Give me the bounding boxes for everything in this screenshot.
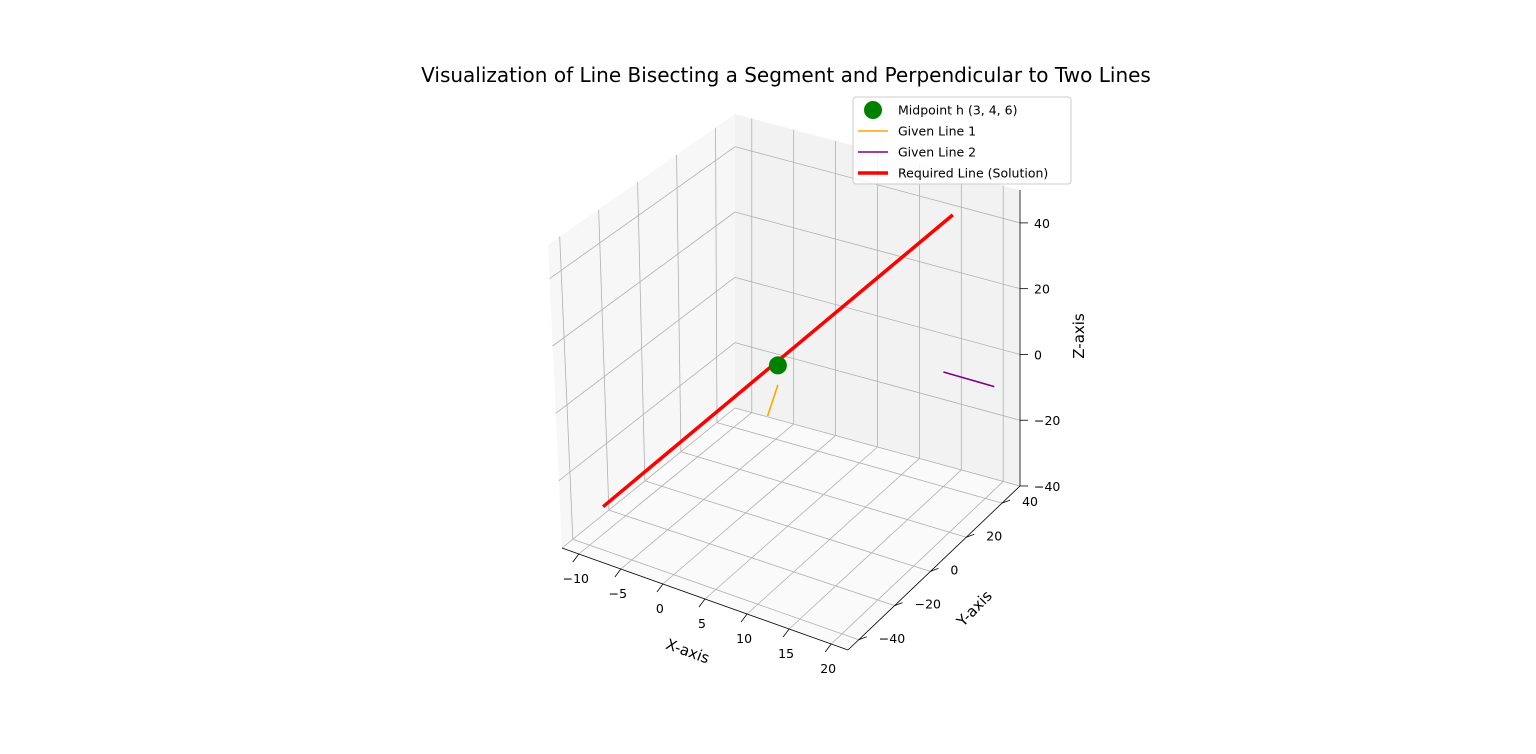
x-tick-label-mark — [572, 553, 580, 563]
y-tick-label: 40 — [1022, 494, 1038, 509]
legend-label: Given Line 1 — [898, 124, 976, 139]
legend-marker — [864, 101, 882, 119]
grid-line — [788, 469, 962, 630]
grid-line — [716, 422, 1003, 504]
y-axis-label: Y-axis — [952, 587, 996, 631]
grid-line — [830, 481, 1004, 645]
grid-line — [676, 154, 682, 452]
grid-line — [734, 211, 1021, 290]
grid-line — [734, 146, 1021, 224]
x-tick-label: −10 — [563, 571, 589, 586]
grid-line — [561, 407, 736, 549]
grid-line — [680, 451, 967, 538]
y-tick-label: 0 — [950, 562, 958, 577]
grid-line — [662, 435, 836, 585]
x-tick-label-mark — [656, 583, 664, 593]
grid-line — [637, 182, 646, 481]
x-tick-label-mark — [698, 598, 706, 608]
series-line — [766, 384, 779, 417]
y-tick-label: 20 — [986, 528, 1002, 543]
y-tick-label-mark — [1001, 499, 1011, 504]
y-tick-label: −20 — [915, 597, 941, 612]
x-tick-label-mark — [824, 643, 832, 653]
grid-line — [572, 538, 859, 641]
axis-panes — [548, 114, 1020, 650]
x-tick-label: 20 — [820, 661, 836, 676]
x-tick-label-mark — [782, 628, 790, 638]
chart-title: Visualization of Line Bisecting a Segmen… — [421, 63, 1151, 87]
legend-label: Midpoint h (3, 4, 6) — [898, 103, 1017, 118]
y-tick-label-mark — [930, 568, 939, 572]
legend: Midpoint h (3, 4, 6) Given Line 1 Given Li… — [852, 96, 1072, 185]
y-tick-label-mark — [858, 636, 867, 641]
grid-line — [620, 423, 794, 570]
x-tick-label-mark — [740, 613, 748, 623]
y-axis-line — [847, 485, 1021, 651]
grid-line — [704, 446, 878, 600]
grid-line — [555, 277, 736, 414]
x-tick-label: 5 — [698, 616, 706, 631]
x-axis-label: X-axis — [663, 635, 712, 667]
data-series — [601, 213, 995, 509]
y-tick-label: −40 — [879, 631, 905, 646]
x-tick-label-mark — [614, 568, 622, 578]
z-tick-label: −20 — [1034, 413, 1060, 428]
x-tick-label: 10 — [736, 631, 752, 646]
grid-line — [644, 480, 931, 572]
floor-pane — [562, 408, 1020, 650]
grid-line — [552, 211, 736, 347]
grid-line — [734, 407, 1021, 487]
legend-label: Given Line 2 — [898, 145, 976, 160]
grid-line — [608, 509, 895, 606]
z-tick-label: 0 — [1034, 347, 1042, 362]
series-line — [943, 371, 995, 388]
grid-line — [549, 146, 736, 279]
grid-line — [746, 458, 920, 615]
y-tick-label-mark — [894, 602, 903, 606]
z-tick-label: 40 — [1034, 216, 1050, 231]
x-tick-label: 15 — [778, 646, 794, 661]
z-tick-label: −40 — [1034, 479, 1060, 494]
x-tick-label: −5 — [609, 586, 627, 601]
grid-line — [558, 342, 736, 481]
grid-line — [598, 209, 610, 511]
grid-line — [715, 127, 718, 423]
legend-label: Required Line (Solution) — [898, 166, 1048, 181]
grid-line — [559, 236, 574, 540]
x-tick-label: 0 — [656, 601, 664, 616]
z-axis-label: Z-axis — [1070, 313, 1088, 359]
grid-lines — [549, 118, 1021, 645]
y-tick-label-mark — [966, 533, 975, 538]
z-tick-label: 20 — [1034, 282, 1050, 297]
grid-line — [578, 412, 753, 555]
grid-line — [734, 276, 1021, 355]
midpoint-marker — [768, 356, 787, 375]
legend-box — [852, 96, 1072, 185]
